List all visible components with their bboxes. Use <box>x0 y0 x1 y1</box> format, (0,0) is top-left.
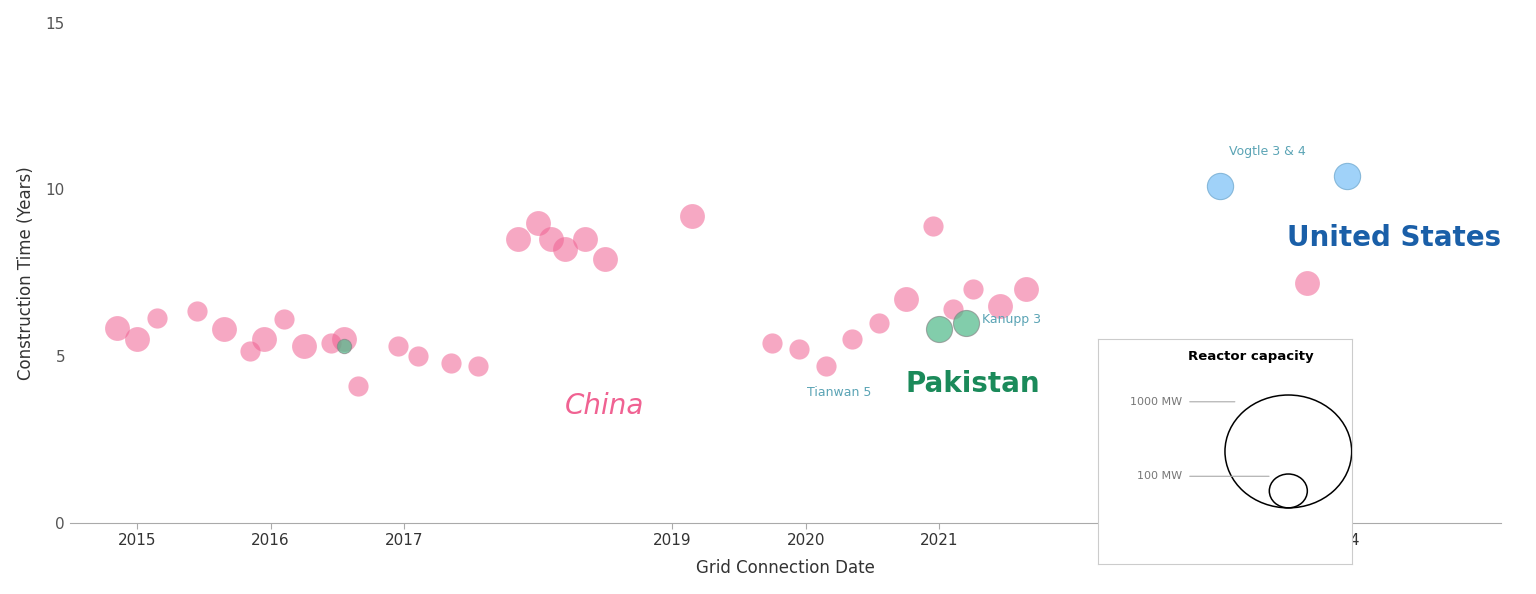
Point <box>814 361 839 371</box>
Point <box>184 307 209 316</box>
Point <box>1295 278 1319 287</box>
Point <box>786 345 811 354</box>
Point <box>940 305 965 314</box>
Point <box>346 381 370 391</box>
Point <box>539 235 564 244</box>
Point <box>1014 285 1038 294</box>
Point <box>272 315 296 324</box>
Point <box>960 285 985 294</box>
Text: China: China <box>565 392 645 420</box>
Point <box>988 301 1012 311</box>
Text: 1000 MW: 1000 MW <box>1130 397 1181 407</box>
Point <box>439 358 464 368</box>
Point <box>124 334 149 344</box>
Point <box>920 222 945 231</box>
Text: Kanupp 3: Kanupp 3 <box>982 313 1041 326</box>
Point <box>386 342 410 351</box>
Point <box>928 325 952 334</box>
Point <box>104 323 129 333</box>
Point <box>760 338 785 347</box>
Point <box>144 313 169 323</box>
Point <box>525 218 550 228</box>
Point <box>212 325 237 334</box>
Point <box>465 361 490 371</box>
Point <box>505 235 530 244</box>
Point <box>679 211 703 221</box>
Y-axis label: Construction Time (Years): Construction Time (Years) <box>17 166 35 380</box>
Point <box>292 342 316 351</box>
Point <box>553 245 578 254</box>
Point <box>954 318 978 327</box>
Point <box>332 334 356 344</box>
Point <box>894 295 919 304</box>
Point <box>332 342 356 351</box>
Point <box>573 235 598 244</box>
Text: Pakistan: Pakistan <box>906 371 1040 399</box>
Text: United States: United States <box>1287 224 1501 252</box>
Point <box>252 334 276 344</box>
Point <box>1207 181 1232 191</box>
Point <box>406 351 430 361</box>
Text: 100 MW: 100 MW <box>1137 471 1181 481</box>
Point <box>318 338 343 347</box>
Text: Reactor capacity: Reactor capacity <box>1187 350 1313 363</box>
Point <box>238 346 263 356</box>
Point <box>840 334 865 344</box>
Point <box>593 255 617 264</box>
Text: Vogtle 3 & 4: Vogtle 3 & 4 <box>1229 145 1306 157</box>
X-axis label: Grid Connection Date: Grid Connection Date <box>696 560 876 577</box>
Point <box>866 318 891 327</box>
Point <box>1335 171 1359 181</box>
Text: Tianwan 5: Tianwan 5 <box>806 386 871 399</box>
